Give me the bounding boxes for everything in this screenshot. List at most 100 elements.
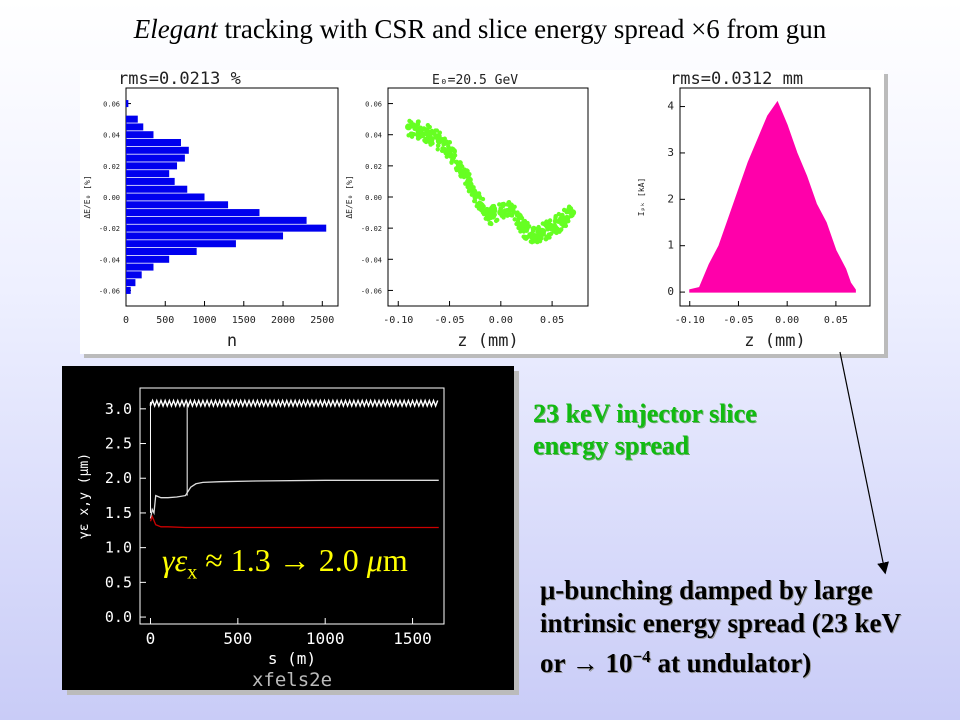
- scatter-point: [450, 157, 455, 162]
- histogram-bar: [126, 170, 170, 178]
- scatter-point: [500, 202, 505, 208]
- y-tick-label: 0.0: [105, 608, 132, 626]
- histogram-bar: [126, 279, 136, 287]
- x-tick-label: 0.05: [540, 315, 564, 326]
- histogram-bar: [126, 240, 236, 248]
- x-tick-label: -0.05: [434, 315, 464, 326]
- gamma-mu: μ: [366, 542, 383, 578]
- scatter-point: [566, 218, 571, 224]
- scatter-point: [447, 140, 453, 145]
- upper-trace: [149, 398, 439, 409]
- histogram-bar: [126, 193, 205, 201]
- scatter-point: [427, 137, 433, 143]
- injector-note-line1: 23 keV injector slice: [533, 399, 757, 428]
- scatter-point: [548, 224, 556, 232]
- scatter-point: [538, 227, 546, 235]
- scatter-point: [519, 215, 525, 221]
- histogram-bar: [126, 209, 260, 217]
- scatter-point: [517, 221, 525, 229]
- scatter-point: [433, 135, 438, 140]
- emittance-series: [149, 514, 439, 529]
- histogram-bar: [126, 146, 189, 154]
- y-tick-label: 2: [667, 192, 674, 205]
- y-tick-label: 1: [667, 239, 674, 252]
- x-tick-label: 1000: [192, 315, 216, 326]
- injector-note-line2: energy spread: [533, 431, 690, 460]
- y-tick-label: -0.04: [361, 256, 382, 264]
- bunching-note-line3: or → 10−4 at undulator): [540, 640, 901, 680]
- x-tick-label: 2500: [310, 315, 334, 326]
- histogram-bar: [126, 216, 307, 224]
- y-tick-label: 3.0: [105, 400, 132, 418]
- scatter-point: [552, 219, 558, 224]
- gamma-epsilon-symbol: γε: [162, 542, 188, 578]
- scatter-point: [447, 153, 452, 158]
- slide-title: Elegant tracking with CSR and slice ener…: [0, 14, 960, 45]
- y-tick-label: -0.04: [99, 256, 120, 264]
- scatter-point: [566, 206, 571, 211]
- histogram-bar: [126, 185, 188, 193]
- scatter-point: [556, 211, 562, 217]
- x-tick-label: -0.10: [675, 315, 705, 326]
- scatter-point: [495, 217, 500, 223]
- scatter-point: [529, 239, 535, 245]
- plot-frame: [679, 87, 871, 307]
- y-tick-label: 0.5: [105, 573, 132, 591]
- scatter-point: [526, 224, 532, 229]
- histogram-bar: [126, 100, 129, 108]
- histogram-bar: [126, 286, 131, 294]
- scatter-point: [507, 205, 515, 213]
- scatter-point: [558, 227, 564, 233]
- scatter-point: [437, 133, 442, 139]
- histogram-bar: [126, 263, 154, 271]
- panel-header: rms=0.0312 mm: [670, 70, 803, 89]
- scatter-point: [569, 209, 577, 217]
- scatter-point: [480, 196, 486, 202]
- scatter-point: [435, 137, 443, 145]
- scatter-point: [425, 131, 433, 139]
- scatter-point: [509, 213, 515, 218]
- scatter-point: [405, 123, 413, 131]
- scatter-point: [512, 217, 517, 222]
- x-tick-label: 0.00: [775, 315, 799, 326]
- energy-histogram-chart: rms=0.0213 % n ΔE/E₀ [%] 0 500 1000 1500 2000 25…: [83, 69, 339, 351]
- y-tick-label: 0.04: [103, 132, 120, 140]
- y-tick-label: 0.02: [103, 163, 120, 171]
- scatter-point: [470, 187, 476, 192]
- gamma-subscript: x: [187, 561, 198, 584]
- scatter-point: [478, 207, 484, 213]
- scatter-point: [456, 162, 464, 170]
- bunching-note-line2: intrinsic energy spread (23 keV: [540, 608, 901, 638]
- x-tick-label: 1500: [232, 315, 256, 326]
- y-tick-label: 0.04: [365, 132, 382, 140]
- phase-space-panels: rms=0.0213 % n ΔE/E₀ [%] 0 500 1000 1500 2000 25…: [80, 69, 884, 354]
- scatter-point: [501, 215, 506, 220]
- histogram-bar: [126, 123, 144, 131]
- y-tick-label: 1.0: [105, 539, 132, 557]
- scatter-point: [427, 124, 432, 130]
- x-axis-label: s (m): [268, 649, 316, 668]
- histogram-bar: [126, 162, 178, 170]
- emittance-series: [149, 479, 439, 519]
- scatter-point: [408, 131, 414, 136]
- scatter-point: [415, 120, 421, 125]
- x-tick-label: 2000: [271, 315, 295, 326]
- y-tick-label: 0.02: [365, 163, 382, 171]
- plot-footer: xfels2e: [252, 669, 332, 690]
- title-rest: tracking with CSR and slice energy sprea…: [217, 14, 827, 44]
- current-profile-chart: rms=0.0312 mm z (mm) Iₚₖ [kA] -0.10 -0.05 0.0…: [637, 69, 871, 351]
- y-tick-label: 2.0: [105, 469, 132, 487]
- scatter-point: [465, 171, 470, 177]
- histogram-bar: [126, 138, 181, 147]
- phase-space-scatter-chart: E₀=20.5 GeV z (mm) ΔE/E₀ [%] -0.10 -0.05 0.00…: [345, 73, 589, 351]
- y-axis-label: Iₚₖ [kA]: [637, 178, 646, 217]
- panels-svg: rms=0.0213 % n ΔE/E₀ [%] 0 500 1000 1500 2000 25…: [83, 69, 871, 351]
- histogram-bar: [126, 177, 175, 185]
- scatter-point: [470, 191, 475, 197]
- x-tick-label: 1500: [393, 629, 432, 648]
- scatter-point: [497, 202, 502, 207]
- scatter-point: [553, 213, 558, 219]
- scatter-point: [466, 181, 474, 189]
- bunching-note-line3a: or → 10: [540, 648, 633, 678]
- scatter-point: [521, 227, 526, 233]
